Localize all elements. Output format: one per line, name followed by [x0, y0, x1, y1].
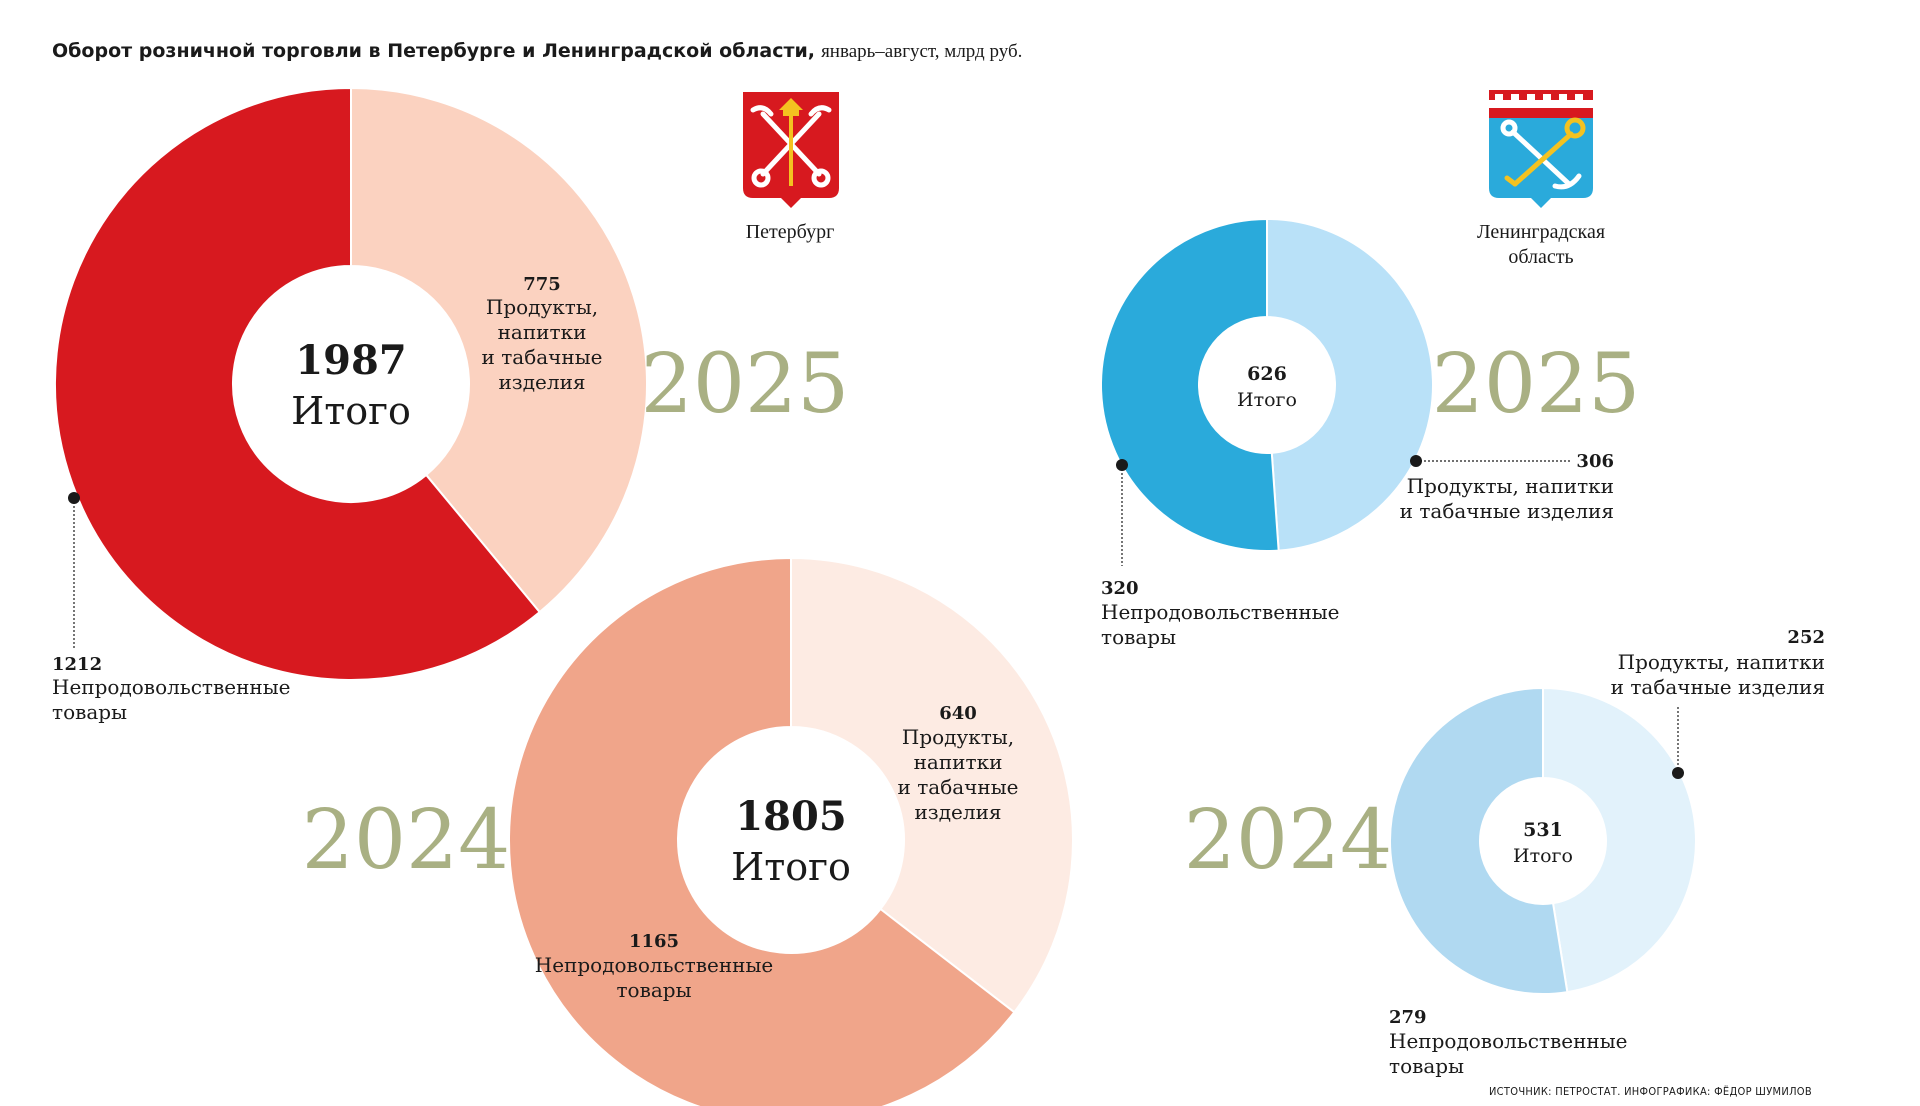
donut-2-slice-1-value: 640 [939, 703, 977, 724]
donut-4-slice-1-label-line-1: Продукты, напитки [1618, 650, 1825, 674]
donut-2-slice-2-value: 1165 [629, 931, 679, 952]
donut-4-slice-2-label-line-2: товары [1389, 1054, 1464, 1078]
donut-3-slice-1 [1266, 217, 1434, 552]
donut-4-slice-1-label-line-2: и табачные изделия [1611, 675, 1825, 699]
donut-2-slice-1-label-line-4: изделия [914, 800, 1001, 824]
chart-title-sub: январь–август, млрд руб. [821, 41, 1023, 62]
donut-3-year: 2025 [1432, 337, 1641, 432]
donut-2-total-label: Итого [731, 845, 851, 889]
spb-coat-of-arms-icon [743, 92, 839, 208]
donut-2-slice-1-label-line-2: напитки [914, 750, 1003, 774]
donut-3-total: 626 [1247, 363, 1287, 385]
donut-2-slice-2-label-line-1: Непродовольственные [535, 953, 773, 977]
donut-3-slice-2-value: 320 [1101, 578, 1139, 599]
source-credit: ИСТОЧНИК: ПЕТРОСТАТ. ИНФОГРАФИКА: ФЁДОР … [1488, 1085, 1812, 1098]
donut-3-slice-2-label-line-2: товары [1101, 625, 1176, 649]
chart-title: Оборот розничной торговли в Петербурге и… [52, 40, 1022, 63]
donut-2-slice-1-label-line-1: Продукты, [902, 725, 1014, 749]
donut-3-total-label: Итого [1237, 389, 1297, 411]
donut-1-slice-1-label-line-4: изделия [498, 370, 585, 394]
donut-4-year: 2024 [1184, 793, 1393, 888]
donut-2-total: 1805 [735, 793, 846, 840]
donut-3-slice-2 [1100, 217, 1280, 552]
donut-1-slice-1-label-line-1: Продукты, [486, 295, 598, 319]
region-label-spb: Петербург [745, 221, 835, 243]
region-label-lo-line2: область [1508, 246, 1574, 268]
donut-2-year: 2024 [302, 793, 511, 888]
donut-1-slice-2-label-line-1: Непродовольственные [52, 675, 290, 699]
donut-1-slice-1 [350, 86, 648, 614]
donut-4-total: 531 [1523, 819, 1563, 841]
donut-1-year: 2025 [641, 337, 850, 432]
donut-3-slice-2-label-line-1: Непродовольственные [1101, 600, 1339, 624]
donut-3-slice-1-label-line-2: и табачные изделия [1400, 499, 1614, 523]
donut-3-slice-1-label-line-1: Продукты, напитки [1407, 474, 1614, 498]
donut-1-total-label: Итого [291, 389, 411, 433]
chart-title-main: Оборот розничной торговли в Петербурге и… [52, 40, 816, 62]
donut-1-slice-1-label-line-2: напитки [498, 320, 587, 344]
donut-2-slice-1-label-line-3: и табачные [898, 775, 1019, 799]
donut-4-slice-2-value: 279 [1389, 1007, 1427, 1028]
donut-1-slice-2-label-line-2: товары [52, 700, 127, 724]
donut-1-slice-1-value: 775 [523, 274, 561, 295]
donut-1-total: 1987 [295, 337, 406, 384]
donut-4-slice-1 [1542, 686, 1697, 994]
donut-2-slice-2 [508, 556, 1016, 1106]
leningrad-oblast-coat-of-arms-icon [1489, 90, 1593, 208]
region-label-lo-line1: Ленинградская [1476, 221, 1606, 243]
donut-1-slice-2-value: 1212 [52, 654, 102, 675]
donut-2-slice-1 [790, 556, 1074, 1014]
donut-3-slice-1-value: 306 [1576, 451, 1614, 472]
region-label-lo: Ленинградская область [1477, 220, 1605, 270]
donut-1-slice-1-label-line-3: и табачные [482, 345, 603, 369]
donut-2-slice-2-label-line-2: товары [616, 978, 691, 1002]
donut-1-slice-2 [54, 86, 542, 681]
donut-4-slice-1-value: 252 [1787, 627, 1825, 648]
donut-4-slice-2 [1389, 686, 1569, 995]
donut-4-total-label: Итого [1513, 845, 1573, 867]
donut-4-slice-2-label-line-1: Непродовольственные [1389, 1029, 1627, 1053]
